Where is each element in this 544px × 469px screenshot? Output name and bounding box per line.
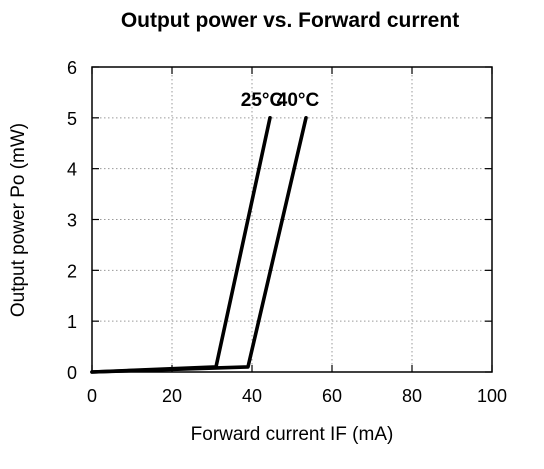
series: 25°C40°C — [90, 90, 320, 374]
x-axis-ticks: 0 20 40 60 80 100 — [87, 67, 507, 406]
x-tick-label: 60 — [322, 386, 342, 406]
x-axis-label: Forward current IF (mA) — [191, 424, 394, 445]
x-tick-label: 40 — [242, 386, 262, 406]
x-tick-label: 100 — [477, 386, 507, 406]
x-tick-label: 80 — [402, 386, 422, 406]
series-line-0 — [90, 116, 272, 374]
series-label-1: 40°C — [277, 90, 320, 111]
y-axis-ticks: 0 1 2 3 4 5 6 — [67, 58, 492, 383]
chart-title: Output power vs. Forward current — [121, 9, 459, 32]
y-tick-label: 4 — [67, 160, 77, 180]
y-tick-label: 1 — [67, 312, 77, 332]
x-tick-label: 0 — [87, 386, 97, 406]
y-tick-label: 5 — [67, 109, 77, 129]
y-tick-label: 3 — [67, 211, 77, 231]
series-line-1 — [90, 116, 308, 374]
y-axis-label: Output power Po (mW) — [8, 123, 29, 317]
grid — [92, 67, 492, 372]
x-tick-label: 20 — [162, 386, 182, 406]
y-tick-label: 6 — [67, 58, 77, 78]
series-label-0: 25°C — [241, 90, 284, 111]
y-tick-label: 0 — [67, 363, 77, 383]
y-tick-label: 2 — [67, 261, 77, 281]
